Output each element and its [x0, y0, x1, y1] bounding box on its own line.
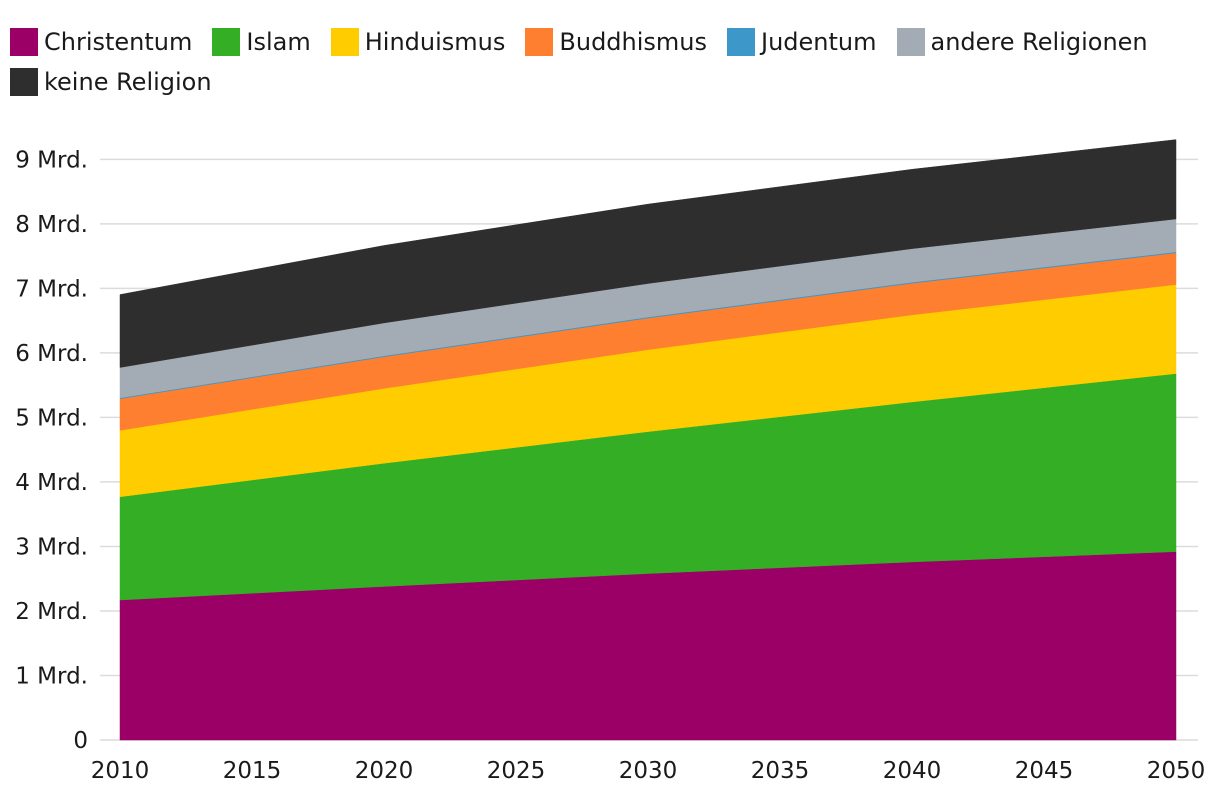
legend-label-keine-religion: keine Religion: [44, 68, 212, 96]
x-tick-label-2015: 2015: [223, 758, 282, 784]
y-tick-label-1: 1 Mrd.: [15, 663, 88, 689]
legend-item-keine-religion: keine Religion: [10, 68, 212, 96]
y-tick-label-5: 5 Mrd.: [15, 405, 88, 431]
legend-item-judentum: Judentum: [727, 28, 877, 56]
legend-swatch-buddhismus: [525, 28, 554, 56]
legend-label-judentum: Judentum: [761, 28, 877, 56]
x-tick-label-2035: 2035: [751, 758, 810, 784]
legend-label-islam: Islam: [246, 28, 311, 56]
legend-swatch-christentum: [10, 28, 38, 56]
legend-item-christentum: Christentum: [10, 28, 192, 56]
x-tick-label-2040: 2040: [883, 758, 942, 784]
legend-item-hinduismus: Hinduismus: [330, 28, 506, 56]
legend-swatch-hinduismus: [330, 28, 359, 56]
legend-item-islam: Islam: [212, 28, 311, 56]
legend-swatch-andere-religionen: [896, 28, 925, 56]
legend-label-buddhismus: Buddhismus: [559, 28, 708, 56]
x-tick-label-2045: 2045: [1015, 758, 1074, 784]
legend-label-christentum: Christentum: [44, 28, 193, 56]
legend-item-buddhismus: Buddhismus: [525, 28, 707, 56]
legend-swatch-islam: [212, 28, 241, 56]
area-keine-religion: [119, 139, 1177, 368]
legend-row-2: keine Religion: [10, 64, 1210, 100]
y-tick-label-8: 8 Mrd.: [15, 212, 88, 238]
legend-label-hinduismus: Hinduismus: [364, 28, 506, 56]
y-tick-label-4: 4 Mrd.: [15, 470, 88, 496]
y-tick-label-0: 0: [73, 728, 88, 754]
y-tick-label-3: 3 Mrd.: [15, 534, 88, 560]
y-tick-label-9: 9 Mrd.: [15, 147, 88, 173]
x-tick-label-2030: 2030: [619, 758, 678, 784]
legend-label-andere-religionen: andere Religionen: [930, 28, 1148, 56]
x-tick-label-2010: 2010: [91, 758, 150, 784]
y-tick-label-7: 7 Mrd.: [15, 276, 88, 302]
y-tick-label-2: 2 Mrd.: [15, 599, 88, 625]
x-tick-label-2050: 2050: [1147, 758, 1206, 784]
chart-legend: Christentum Islam Hinduismus Buddhismus …: [10, 24, 1210, 104]
legend-swatch-keine-religion: [10, 68, 38, 96]
x-tick-label-2025: 2025: [487, 758, 546, 784]
y-tick-label-6: 6 Mrd.: [15, 341, 88, 367]
legend-swatch-judentum: [727, 28, 756, 56]
x-tick-label-2020: 2020: [355, 758, 414, 784]
legend-item-andere-religionen: andere Religionen: [896, 28, 1148, 56]
legend-row-1: Christentum Islam Hinduismus Buddhismus …: [10, 24, 1210, 60]
